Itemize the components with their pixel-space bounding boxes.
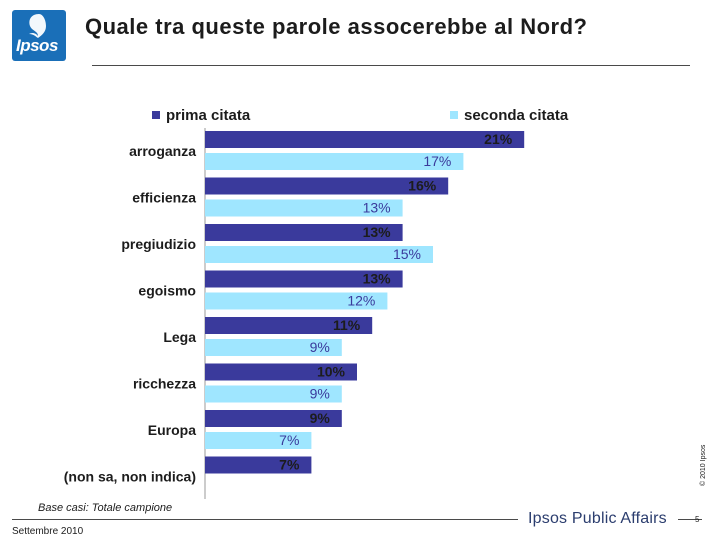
legend-swatch-2 [450, 111, 458, 119]
category-label: Lega [163, 329, 196, 345]
bar-seconda [205, 246, 433, 263]
bar-seconda [205, 432, 312, 449]
bar-prima [205, 270, 403, 288]
page-title: Quale tra queste parole assocerebbe al N… [85, 14, 588, 39]
footer-divider [12, 519, 518, 520]
category-label: (non sa, non indica) [64, 469, 196, 485]
category-label: arroganza [129, 143, 196, 159]
logo-figure-icon [29, 14, 46, 38]
bar-seconda [205, 153, 464, 170]
data-label: 17% [423, 153, 451, 169]
bar-seconda [205, 292, 388, 310]
legend-label-2: seconda citata [464, 107, 569, 124]
brand-name: Ipsos Public Affairs [528, 510, 667, 527]
bar-prima [205, 456, 312, 474]
bar-seconda [205, 339, 342, 356]
copyright-note: © 2010 Ipsos [700, 444, 707, 486]
data-label: 7% [279, 457, 300, 473]
data-label: 12% [347, 293, 375, 309]
data-label: 13% [363, 224, 392, 240]
data-label: 21% [484, 131, 513, 147]
bar-prima [205, 410, 342, 427]
data-label: 13% [363, 200, 391, 216]
data-label: 7% [279, 432, 299, 448]
legend-swatch-1 [152, 111, 160, 119]
category-label: pregiudizio [121, 236, 196, 252]
data-label: 13% [363, 271, 392, 287]
sample-base-note: Base casi: Totale campione [38, 502, 173, 514]
category-label: ricchezza [133, 376, 196, 392]
data-label: 15% [393, 246, 421, 262]
data-label: 9% [310, 410, 331, 426]
bar-prima [205, 317, 373, 334]
bar-prima [205, 131, 525, 148]
bar-prima [205, 363, 357, 381]
footer-date: Settembre 2010 [12, 526, 84, 537]
data-label: 11% [333, 317, 361, 333]
bar-seconda [205, 385, 342, 403]
data-label: 9% [310, 386, 330, 402]
legend-label-1: prima citata [166, 107, 251, 124]
bar-prima [205, 177, 449, 195]
data-label: 9% [310, 339, 330, 355]
bar-seconda [205, 199, 403, 217]
category-label: egoismo [138, 283, 196, 299]
logo-text: Ipsos [16, 36, 58, 55]
title-divider [92, 65, 690, 66]
category-label: Europa [148, 422, 196, 438]
data-label: 10% [317, 364, 346, 380]
data-label: 16% [408, 178, 437, 194]
ipsos-logo: Ipsos [12, 10, 66, 61]
bar-prima [205, 224, 403, 241]
category-label: efficienza [132, 190, 196, 206]
footer-divider-right [678, 519, 702, 520]
page-number: 5 [695, 515, 700, 524]
